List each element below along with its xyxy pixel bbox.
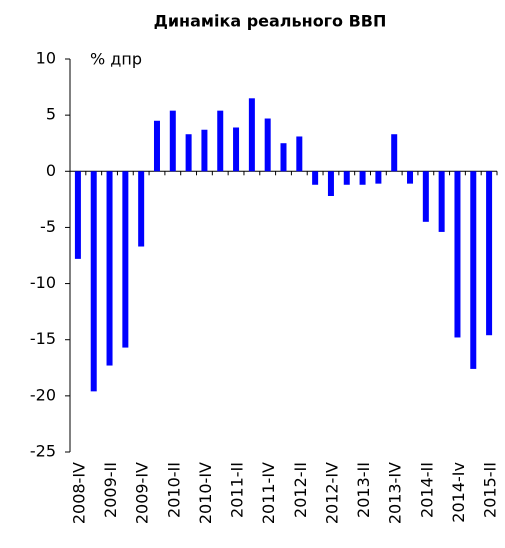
bar xyxy=(296,136,303,172)
bar xyxy=(486,171,493,336)
bar xyxy=(375,171,382,184)
bar xyxy=(422,171,429,222)
x-tick-label: 2011-II xyxy=(228,462,247,518)
bar xyxy=(438,171,445,232)
bar xyxy=(74,171,81,259)
bar xyxy=(138,171,145,247)
y-tick-label: -5 xyxy=(40,217,56,236)
x-tick-label: 2013-II xyxy=(354,462,373,518)
bar xyxy=(122,171,129,348)
y-tick-label: 10 xyxy=(36,49,56,68)
y-axis-label: % дпр xyxy=(90,50,142,69)
x-tick-label: 2009-II xyxy=(101,462,120,518)
bar xyxy=(470,171,477,369)
bar xyxy=(248,98,255,172)
bar xyxy=(312,171,319,185)
bar xyxy=(217,110,224,172)
bar xyxy=(233,127,240,172)
bar xyxy=(90,171,97,392)
x-tick-label: 2015-II xyxy=(481,462,500,518)
x-tick-label: 2013-IV xyxy=(386,462,405,524)
y-tick-label: -15 xyxy=(30,329,56,348)
bar xyxy=(359,171,366,185)
chart-title: Динаміка реального ВВП xyxy=(154,12,387,31)
x-tick-label: 2014-Iv xyxy=(449,462,468,523)
bar xyxy=(153,120,160,172)
y-tick-label: -25 xyxy=(30,442,56,461)
x-tick-label: 2014-II xyxy=(417,462,436,518)
bar xyxy=(454,171,461,338)
bar xyxy=(185,134,192,172)
x-tick-label: 2009-IV xyxy=(133,462,152,524)
x-tick-label: 2008-IV xyxy=(69,462,88,524)
bar xyxy=(407,171,414,184)
bar xyxy=(169,110,176,172)
bar xyxy=(264,118,271,172)
bar xyxy=(327,171,334,196)
y-tick-label: 5 xyxy=(46,105,56,124)
bar xyxy=(106,171,113,366)
x-tick-label: 2010-II xyxy=(164,462,183,518)
y-tick-label: 0 xyxy=(46,161,56,180)
bar xyxy=(201,129,208,172)
bar xyxy=(343,171,350,185)
bar xyxy=(280,143,287,172)
y-tick-label: -10 xyxy=(30,273,56,292)
x-tick-label: 2012-II xyxy=(291,462,310,518)
y-tick-label: -20 xyxy=(30,385,56,404)
x-tick-label: 2011-IV xyxy=(259,462,278,524)
x-tick-label: 2010-IV xyxy=(196,462,215,524)
x-tick-label: 2012-IV xyxy=(322,462,341,524)
bar xyxy=(391,134,398,172)
